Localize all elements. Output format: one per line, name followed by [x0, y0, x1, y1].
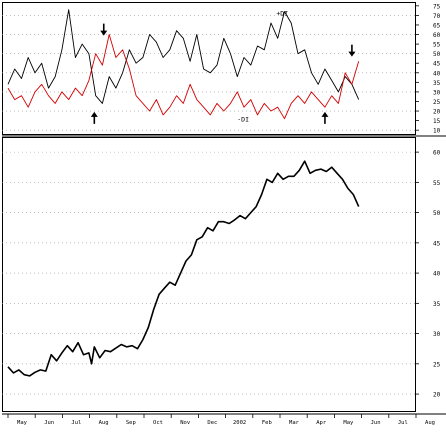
price-y-tick-label: 20 [433, 392, 441, 399]
up-arrow-icon [321, 111, 329, 124]
price-y-tick-label: 55 [433, 180, 441, 187]
x-tick-label: Nov [180, 420, 191, 426]
price-y-tick-label: 30 [433, 331, 441, 338]
indicator-y-tick-label: 75 [433, 3, 441, 10]
price-series-group [7, 160, 360, 377]
indicator-y-tick-label: 60 [433, 32, 441, 39]
indicator-grid [2, 15, 415, 131]
down-arrow-icon [348, 44, 356, 57]
price-y-tick-label: 60 [433, 150, 441, 157]
indicator-y-tick-label: 25 [433, 99, 441, 106]
x-tick-label: Jun [371, 420, 381, 426]
price-y-tick-label: 35 [433, 301, 441, 308]
indicator-y-tick-label: 20 [433, 109, 441, 116]
indicator-y-tick-label: 10 [433, 128, 441, 135]
x-tick-label: May [17, 420, 28, 426]
indicator-panel-border [2, 2, 416, 135]
indicator-y-tick-label: 50 [433, 51, 441, 58]
price-y-tick-label: 40 [433, 271, 441, 278]
x-tick-label: Jun [44, 420, 54, 426]
arrow-head [321, 111, 329, 117]
price-y-tick-label: 45 [433, 240, 441, 247]
arrow-head [348, 51, 356, 57]
indicator-y-tick-label: 55 [433, 42, 441, 49]
indicator-series-group [7, 9, 360, 120]
indicator-y-tick-label: 30 [433, 89, 441, 96]
x-tick-label: Dec [207, 420, 217, 426]
x-tick-label: Oct [153, 420, 163, 426]
price-line [7, 160, 360, 377]
arrow-head [100, 30, 108, 36]
x-tick-label: Mar [289, 420, 300, 426]
minus-di-label: -DI [237, 116, 249, 124]
x-tick-label: Aug [425, 420, 435, 426]
price-grid [2, 151, 415, 395]
down-arrow-icon [100, 23, 108, 36]
price-y-tick-group: 60 55 50 45 40 35 30 25 20 [415, 150, 441, 399]
price-panel-border [2, 137, 416, 412]
x-tick-label: Aug [99, 420, 109, 426]
plus-di-line [7, 9, 360, 104]
indicator-y-tick-label: 35 [433, 80, 441, 87]
minus-di-line [7, 34, 360, 120]
annotations-group: +DI -DI [90, 9, 356, 124]
x-tick-label: Apr [316, 420, 327, 426]
x-tick-label: Feb [262, 420, 272, 426]
indicator-y-tick-label: 65 [433, 22, 441, 29]
x-tick-label: May [343, 420, 354, 426]
arrow-head [90, 111, 98, 117]
indicator-y-tick-label: 70 [433, 13, 441, 20]
indicator-y-tick-label: 15 [433, 118, 441, 125]
price-y-tick-label: 25 [433, 361, 441, 368]
up-arrow-icon [90, 111, 98, 124]
x-tick-label: 2002 [233, 420, 246, 426]
indicator-y-tick-group: 75 70 65 60 55 50 45 40 35 30 25 20 15 10 [415, 3, 441, 135]
x-tick-label: Jul [71, 420, 81, 426]
indicator-y-tick-label: 45 [433, 61, 441, 68]
x-tick-label: Jul [398, 420, 408, 426]
plus-di-label: +DI [276, 9, 288, 17]
x-tick-label: Sep [126, 420, 136, 426]
price-y-tick-label: 50 [433, 210, 441, 217]
chart-frame [2, 2, 446, 415]
indicator-y-tick-label: 40 [433, 70, 441, 77]
x-tick-group: May Jun Jul Aug Sep Oct Nov Dec 2002 Feb Mar Apr May… [7, 414, 435, 426]
